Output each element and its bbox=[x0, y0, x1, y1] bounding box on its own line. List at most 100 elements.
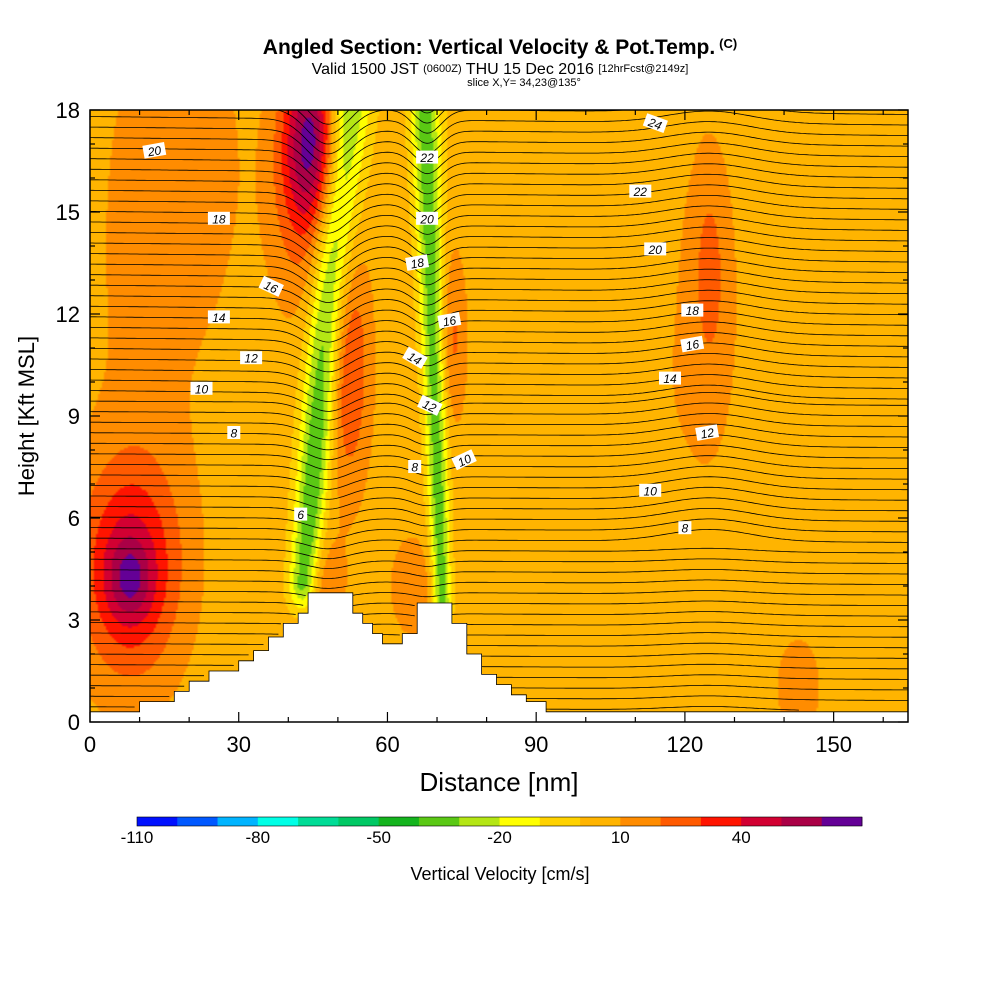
isentrope-label: 12 bbox=[695, 424, 720, 442]
isentrope-line bbox=[90, 384, 908, 412]
isentrope-line bbox=[90, 508, 908, 530]
isentrope-line bbox=[90, 363, 908, 393]
y-tick-label: 12 bbox=[56, 302, 80, 327]
x-tick-label: 150 bbox=[815, 732, 852, 757]
colorbar-swatch bbox=[257, 817, 299, 826]
isentrope-label: 14 bbox=[659, 371, 681, 386]
y-tick-label: 3 bbox=[68, 608, 80, 633]
isentrope-label-bg bbox=[644, 242, 667, 256]
colorbar-swatch bbox=[580, 817, 621, 826]
isentrope-line bbox=[90, 131, 908, 175]
isentrope-label-bg bbox=[294, 507, 308, 521]
colorbar-swatch bbox=[217, 817, 259, 826]
x-axis-title: Distance [nm] bbox=[420, 767, 579, 797]
isentrope-line bbox=[90, 695, 908, 701]
colorbar-swatch bbox=[459, 817, 500, 826]
isentrope-label-bg bbox=[451, 449, 477, 471]
isentrope-label-bg bbox=[681, 303, 704, 317]
colorbar-swatch bbox=[418, 817, 460, 826]
colorbar-frame bbox=[136, 816, 863, 827]
isentrope-label-text: 8 bbox=[411, 461, 418, 475]
colorbar-tick-label: -110 bbox=[121, 828, 154, 847]
isentrope-line bbox=[90, 142, 908, 185]
colorbar-swatch bbox=[660, 817, 702, 826]
y-tick-label: 18 bbox=[56, 98, 80, 123]
isentrope-label-bg bbox=[408, 460, 422, 473]
colorbar-swatch bbox=[700, 817, 742, 826]
isentrope-label-text: 12 bbox=[244, 352, 258, 366]
valid-time: Valid 1500 JST bbox=[311, 61, 419, 78]
isentrope-line bbox=[90, 121, 908, 165]
isentrope-contours bbox=[90, 110, 908, 711]
isentrope-label: 10 bbox=[451, 449, 477, 471]
isentrope-label: 22 bbox=[629, 184, 652, 199]
isentrope-label-text: 8 bbox=[230, 427, 237, 441]
colorbar-tick-label: -20 bbox=[487, 828, 512, 847]
x-axis: 0 30 60 90 120 150 bbox=[84, 110, 884, 757]
isentrope-label-bg bbox=[642, 113, 668, 134]
isentrope-line bbox=[90, 374, 908, 402]
isentrope-label-bg bbox=[417, 394, 443, 416]
isentrope-label-text: 12 bbox=[420, 397, 438, 415]
isentrope-line bbox=[90, 455, 908, 480]
isentrope-label-bg bbox=[416, 211, 439, 225]
isentrope-line bbox=[90, 600, 908, 606]
chart-title: Angled Section: Vertical Velocity & Pot.… bbox=[0, 36, 1000, 60]
isentrope-line bbox=[90, 289, 908, 323]
isentrope-label: 18 bbox=[207, 211, 230, 226]
isentrope-label: 8 bbox=[408, 460, 422, 475]
colorbar-swatch bbox=[821, 817, 863, 826]
isentrope-label-text: 6 bbox=[297, 508, 304, 522]
colorbar-label: Vertical Velocity [cm/s] bbox=[410, 864, 589, 884]
isentrope-line bbox=[90, 226, 908, 264]
isentrope-line bbox=[90, 486, 908, 510]
isentrope-label-bg bbox=[416, 150, 439, 164]
isentrope-label-text: 20 bbox=[419, 212, 434, 226]
colorbar-swatch bbox=[781, 817, 823, 826]
isentrope-line bbox=[90, 547, 908, 560]
isentrope-label-text: 16 bbox=[442, 313, 458, 329]
colorbar-swatch bbox=[620, 817, 662, 826]
y-axis-title: Height [Kft MSL] bbox=[14, 336, 39, 496]
y-tick-label: 0 bbox=[68, 710, 80, 735]
isentrope-label-text: 8 bbox=[682, 522, 689, 536]
terrain-profile bbox=[89, 592, 909, 723]
isentrope-label-text: 14 bbox=[212, 311, 226, 325]
forecast-info: [12hrFcst@2149z] bbox=[598, 63, 689, 75]
isentrope-line bbox=[90, 258, 908, 294]
isentrope-line bbox=[90, 423, 908, 451]
isentrope-line bbox=[90, 110, 908, 155]
isentrope-line bbox=[90, 518, 908, 540]
isentrope-line bbox=[90, 237, 908, 274]
slice-info: slice X,Y= 34,23@135° bbox=[0, 77, 1000, 89]
colorbar-swatch bbox=[741, 817, 782, 826]
isentrope-label-text: 14 bbox=[405, 349, 424, 368]
colorbar-tick-label: -80 bbox=[246, 828, 271, 847]
colorbar-swatch bbox=[338, 817, 380, 826]
isentrope-line bbox=[90, 663, 908, 670]
isentrope-label-text: 18 bbox=[686, 304, 700, 318]
slice-info-text: slice X,Y= 34,23@135° bbox=[467, 77, 581, 89]
isentrope-label: 16 bbox=[437, 311, 462, 329]
y-axis: 0 3 6 9 12 15 18 bbox=[56, 98, 908, 735]
x-tick-label: 60 bbox=[375, 732, 399, 757]
colorbar-swatch bbox=[378, 817, 420, 826]
isentrope-line bbox=[90, 195, 908, 234]
isentrope-label-bg bbox=[240, 351, 263, 365]
x-tick-label: 30 bbox=[226, 732, 250, 757]
isentrope-line bbox=[90, 611, 908, 617]
isentrope-line bbox=[90, 402, 908, 431]
isentrope-label-bg bbox=[207, 211, 230, 225]
x-tick-label: 0 bbox=[84, 732, 96, 757]
isentrope-line bbox=[90, 342, 908, 373]
isentrope-label: 24 bbox=[642, 113, 668, 134]
isentrope-line bbox=[90, 321, 908, 353]
isentrope-line bbox=[90, 476, 908, 500]
colorbar-swatch bbox=[539, 817, 581, 826]
isentrope-label-bg bbox=[680, 335, 705, 353]
isentrope-label-bg bbox=[405, 254, 430, 271]
isentrope-label-text: 22 bbox=[419, 151, 434, 165]
isentrope-label-text: 10 bbox=[195, 382, 209, 396]
isentrope-line bbox=[90, 642, 908, 649]
isentrope-label-bg bbox=[659, 371, 681, 385]
